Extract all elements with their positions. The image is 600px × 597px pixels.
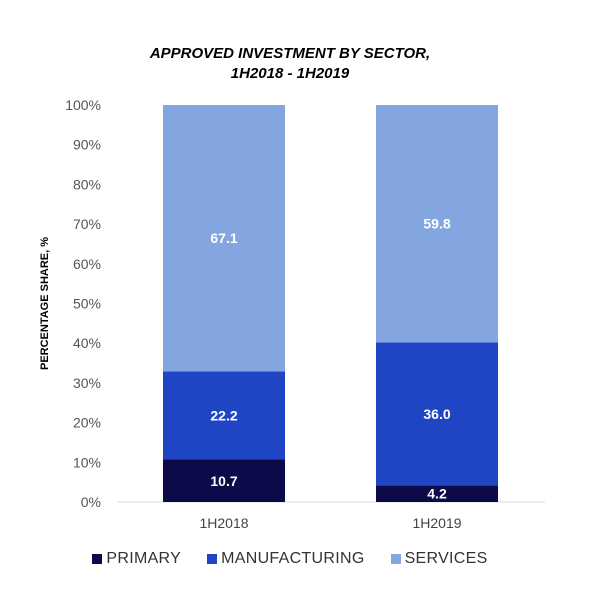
legend-label: PRIMARY [106, 550, 182, 567]
bar-segment-manufacturing [163, 371, 285, 460]
y-axis-label: PERCENTAGE SHARE, % [39, 237, 51, 370]
data-label: 67.1 [210, 230, 237, 246]
y-tick-label: 100% [65, 97, 101, 113]
y-tick-label: 30% [73, 375, 101, 391]
legend-swatch [207, 554, 218, 564]
bar-segment-services [163, 105, 285, 372]
y-tick-label: 20% [73, 415, 101, 431]
y-tick-label: 90% [73, 137, 101, 153]
legend-item-services: SERVICES [390, 550, 488, 568]
chart-title: APPROVED INVESTMENT BY SECTOR, 1H2018 - … [0, 44, 580, 84]
bar-segment-services [376, 105, 498, 343]
data-label: 36.0 [423, 406, 450, 422]
data-label: 59.8 [423, 216, 450, 232]
bar-segment-primary [163, 459, 285, 502]
y-tick-label: 60% [73, 256, 101, 272]
y-tick-label: 70% [73, 216, 101, 232]
y-tick-label: 0% [81, 494, 101, 510]
y-tick-label: 80% [73, 176, 101, 192]
legend-label: SERVICES [404, 550, 488, 567]
legend-item-manufacturing: MANUFACTURING [207, 550, 364, 568]
y-tick-label: 40% [73, 335, 101, 351]
data-label: 4.2 [427, 486, 447, 502]
y-tick-label: 10% [73, 454, 101, 470]
chart-legend: PRIMARY MANUFACTURING SERVICES [0, 550, 580, 568]
bar-segment-primary [376, 485, 498, 502]
data-label: 10.7 [210, 473, 237, 489]
legend-item-primary: PRIMARY [92, 550, 181, 568]
x-tick-label: 1H2019 [412, 515, 461, 531]
legend-swatch [390, 554, 401, 564]
data-label: 22.2 [210, 407, 237, 423]
chart-title-line-2: 1H2018 - 1H2019 [230, 65, 350, 82]
legend-label: MANUFACTURING [221, 550, 365, 567]
bar-segment-manufacturing [376, 342, 498, 486]
x-tick-label: 1H2018 [199, 515, 248, 531]
legend-swatch [92, 554, 103, 564]
chart-title-line-1: APPROVED INVESTMENT BY SECTOR, [149, 45, 431, 62]
y-tick-label: 50% [73, 296, 101, 312]
